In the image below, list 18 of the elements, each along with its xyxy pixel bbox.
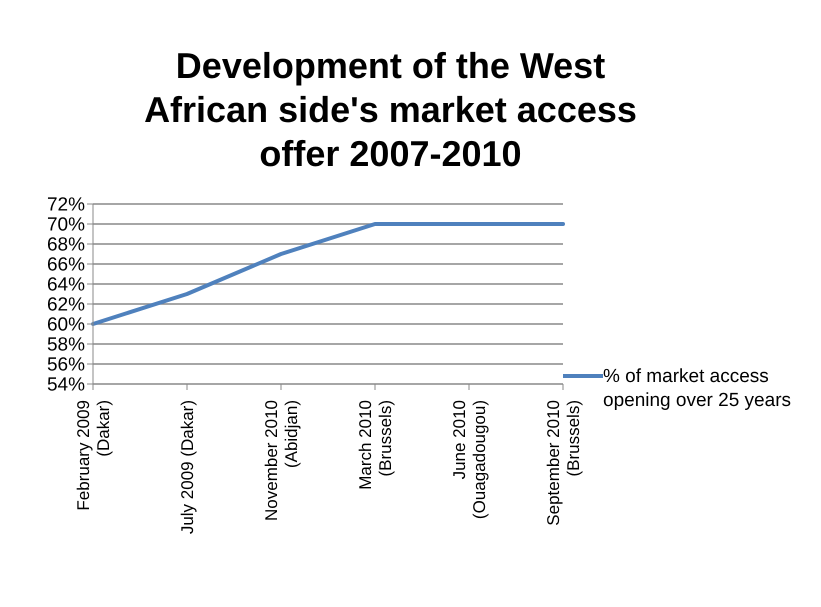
y-tick-label: 64%	[46, 274, 86, 296]
y-tick-label: 54%	[46, 374, 86, 396]
y-tick-label: 68%	[46, 234, 86, 256]
y-tick-label: 62%	[46, 294, 86, 316]
x-tick-label: February 2009 (Dakar)	[74, 400, 113, 511]
y-tick-label: 60%	[46, 314, 86, 336]
y-tick-label: 56%	[46, 354, 86, 376]
y-tick-label: 66%	[46, 254, 86, 276]
y-tick-label: 70%	[46, 214, 86, 236]
x-tick-label: June 2010 (Ouagadougou)	[450, 400, 489, 520]
x-tick-label: September 2010 (Brussels)	[544, 400, 583, 526]
chart-title: Development of the West African side's market access offer 2007-2010	[143, 44, 638, 176]
x-tick-label: March 2010 (Brussels)	[356, 400, 395, 490]
legend-label: % of market access opening over 25 years	[603, 365, 792, 413]
y-tick-label: 72%	[46, 194, 86, 216]
y-tick-label: 58%	[46, 334, 86, 356]
x-tick-label: July 2009 (Dakar)	[178, 400, 197, 534]
x-tick-label: November 2010 (Abidjan)	[262, 400, 301, 521]
